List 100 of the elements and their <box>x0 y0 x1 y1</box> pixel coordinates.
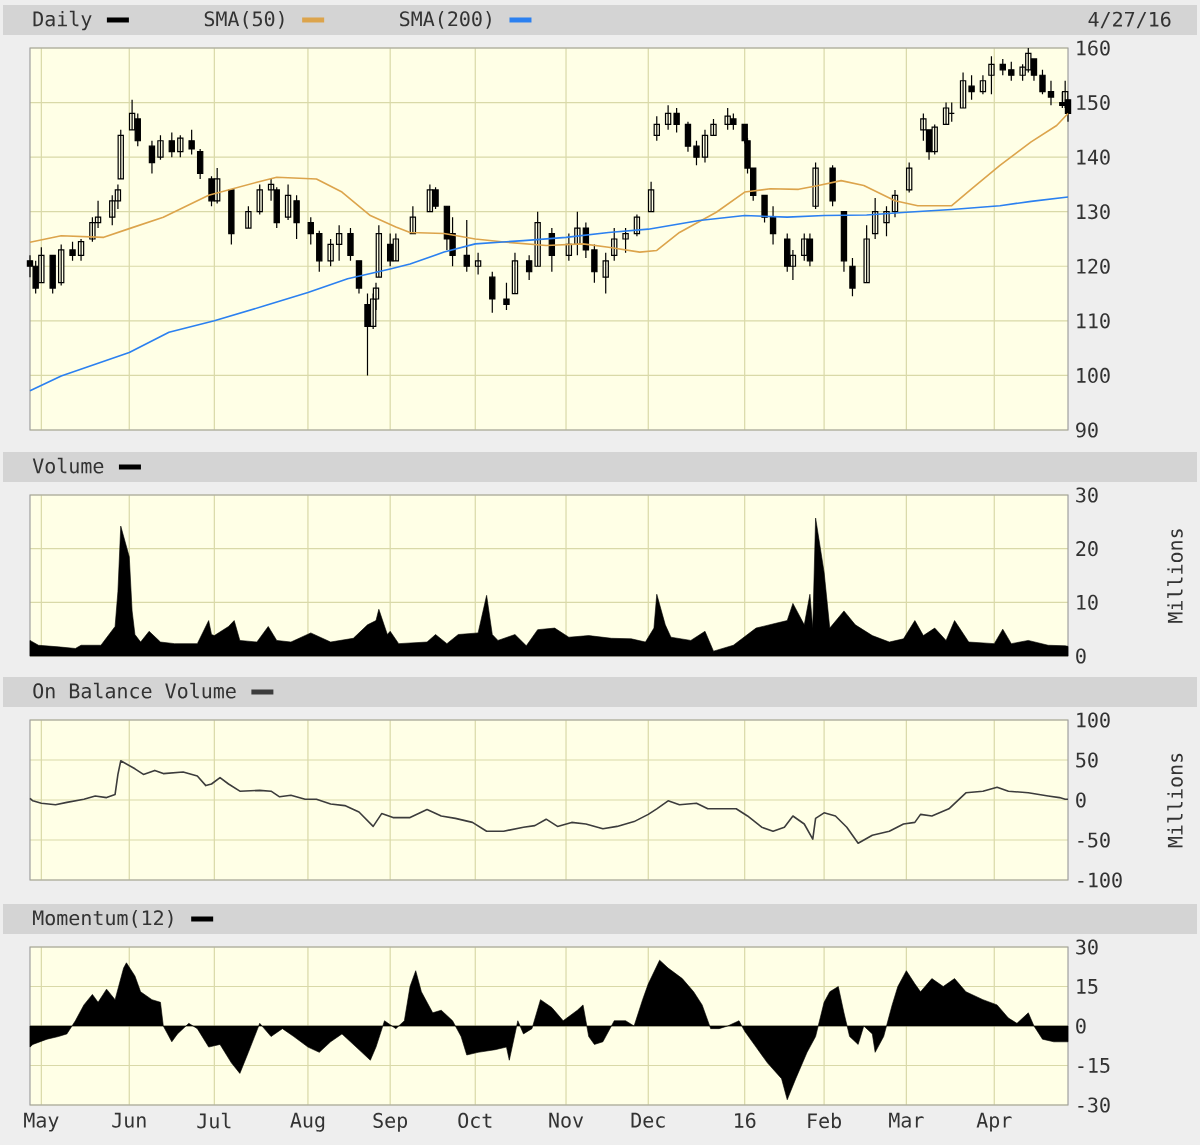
y-tick-label: 130 <box>1077 204 1110 220</box>
legend-label: Daily <box>33 10 92 31</box>
candlestick <box>511 252 519 295</box>
x-tick-label: Jun <box>112 1112 146 1128</box>
candlestick <box>693 140 700 166</box>
y-tick-label: 90 <box>1076 422 1098 438</box>
x-tick-label: Jul <box>197 1112 231 1129</box>
y-tick-label: -30 <box>1078 1097 1110 1113</box>
y-axis-title: Millions <box>1167 529 1183 623</box>
candlestick <box>168 131 175 158</box>
candlestick <box>988 55 995 95</box>
y-tick-label: 140 <box>1077 149 1110 165</box>
candlestick <box>347 227 354 262</box>
candlestick <box>769 205 777 246</box>
y-tick-label: 10 <box>1077 594 1098 610</box>
y-tick-label: 100 <box>1077 367 1110 383</box>
candlestick <box>188 129 195 155</box>
y-tick-label: 150 <box>1077 95 1110 111</box>
candlestick <box>829 164 836 207</box>
candlestick <box>77 238 85 262</box>
x-tick-label: Apr <box>976 1112 1012 1132</box>
candlestick <box>883 205 890 237</box>
candlestick <box>327 238 334 267</box>
candlestick <box>316 230 323 273</box>
candlestick <box>1039 69 1046 95</box>
x-tick-label: Aug <box>290 1112 325 1132</box>
candlestick <box>905 161 913 194</box>
y-tick-label: -50 <box>1078 832 1110 848</box>
candlestick <box>710 118 717 136</box>
candlestick <box>622 227 629 254</box>
y-tick-label: 120 <box>1077 258 1110 274</box>
y-tick-label: 0 <box>1076 648 1086 664</box>
legend-label: Momentum(12) <box>33 909 173 928</box>
candlestick <box>591 243 598 284</box>
legend-label: Volume <box>32 457 104 474</box>
candlestick <box>684 121 692 153</box>
y-tick-label: 30 <box>1076 939 1098 955</box>
candlestick <box>999 58 1006 76</box>
y-tick-label: 0 <box>1076 1018 1086 1034</box>
candlestick <box>812 161 819 210</box>
y-tick-label: 30 <box>1076 487 1098 503</box>
y-tick-label: -15 <box>1078 1058 1110 1073</box>
candlestick <box>256 183 263 216</box>
x-tick-label: Feb <box>808 1112 841 1129</box>
legend-label: SMA(50) <box>204 10 284 29</box>
x-tick-label: Mar <box>889 1112 924 1128</box>
y-tick-label: 100 <box>1077 712 1110 728</box>
candlestick <box>284 183 292 221</box>
candlestick <box>409 205 417 235</box>
y-tick-label: 20 <box>1076 541 1098 557</box>
candlestick <box>534 211 541 267</box>
candlestick <box>959 71 967 109</box>
candlestick <box>293 194 300 240</box>
y-tick-label: 15 <box>1077 979 1098 994</box>
candlestick <box>525 254 533 281</box>
candlestick <box>968 74 975 101</box>
candlestick <box>503 282 510 311</box>
candlestick <box>245 205 252 229</box>
y-axis-title: Millions <box>1167 753 1183 848</box>
candlestick <box>942 101 950 125</box>
x-tick-label: 16 <box>735 1112 756 1128</box>
candlestick <box>69 241 76 262</box>
candlestick <box>701 129 709 164</box>
line-series <box>29 112 1069 253</box>
legend-label: SMA(200) <box>400 10 491 29</box>
candlestick <box>157 134 164 161</box>
y-tick-label: 160 <box>1077 40 1110 56</box>
y-tick-label: 50 <box>1076 752 1098 768</box>
x-tick-label: Nov <box>549 1112 584 1128</box>
legend-label: On Balance Volume <box>33 682 236 699</box>
candlestick <box>49 254 56 295</box>
candlestick <box>602 252 609 295</box>
x-tick-label: Oct <box>458 1112 492 1128</box>
candlestick <box>565 232 573 262</box>
y-tick-label: -100 <box>1078 872 1122 888</box>
candlestick <box>673 107 680 134</box>
candlestick <box>177 134 184 158</box>
x-tick-label: Sep <box>373 1112 408 1132</box>
candlestick <box>307 216 314 246</box>
candlestick <box>228 189 235 246</box>
candlestick <box>335 224 343 262</box>
candlestick <box>653 115 660 142</box>
text: 4/27/16 <box>1088 11 1171 29</box>
y-tick-label: 0 <box>1076 792 1086 808</box>
candlestick <box>664 104 672 131</box>
y-tick-label: 110 <box>1077 313 1110 329</box>
candlestick <box>863 224 870 284</box>
line-series <box>29 196 1069 392</box>
candlestick <box>463 219 470 273</box>
x-tick-label: May <box>24 1112 59 1132</box>
x-tick-label: Dec <box>631 1112 665 1128</box>
candlestick <box>979 74 987 95</box>
candlestick <box>148 140 156 175</box>
candlestick <box>474 252 482 276</box>
candlestick <box>1047 80 1055 106</box>
candlestick <box>849 257 856 297</box>
candlestick <box>761 194 768 224</box>
candlestick <box>647 181 655 213</box>
candlestick <box>489 271 496 314</box>
candlestick <box>1008 61 1015 82</box>
